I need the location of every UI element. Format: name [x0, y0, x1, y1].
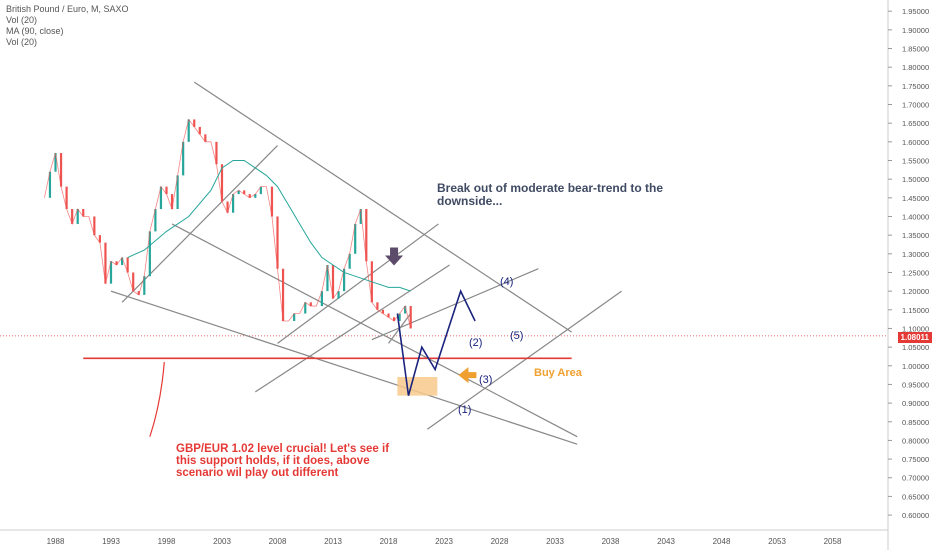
wave-projection [396, 288, 476, 396]
x-tick-label: 2018 [380, 537, 398, 546]
y-tick-label: 1.85000 [902, 45, 929, 54]
trend-line [427, 290, 622, 430]
trend-line [110, 290, 578, 445]
wave-label-5: (5) [510, 330, 524, 342]
wave-label-1: (1) [458, 404, 472, 416]
y-tick-label: 1.35000 [902, 231, 929, 240]
x-tick-label: 2028 [491, 537, 509, 546]
y-tick-label: 0.95000 [902, 380, 929, 389]
y-tick-label: 0.65000 [902, 492, 929, 501]
legend: British Pound / Euro, M, SAXO Vol (20) M… [6, 4, 129, 48]
y-tick-label: 1.75000 [902, 82, 929, 91]
x-tick-label: 2058 [824, 537, 842, 546]
trend-line [171, 223, 578, 438]
y-tick-label: 1.80000 [902, 63, 929, 72]
x-tick-label: 2023 [435, 537, 453, 546]
annotation-breakout: Break out of moderate bear-trend to the … [437, 181, 664, 208]
trend-line [193, 81, 572, 333]
y-tick-label: 1.40000 [902, 212, 929, 221]
wave-label-3: (3) [479, 374, 493, 386]
ma-line [127, 159, 411, 292]
x-tick-label: 2008 [269, 537, 287, 546]
y-tick-label: 0.90000 [902, 399, 929, 408]
x-tick-label: 2043 [657, 537, 675, 546]
wave-label-2: (2) [469, 337, 483, 349]
y-tick-label: 0.60000 [902, 511, 929, 520]
y-tick-label: 1.70000 [902, 101, 929, 110]
y-tick-label: 1.00000 [902, 362, 929, 371]
legend-line-4: Vol (20) [6, 37, 38, 47]
y-tick-label: 1.05000 [902, 343, 929, 352]
y-tick-label: 1.20000 [902, 287, 929, 296]
buy-arrow-icon [458, 367, 477, 384]
trend-line [254, 264, 450, 393]
price-line [44, 118, 412, 329]
last-price-badge: 1.08011 [897, 332, 932, 343]
y-tick-label: 1.50000 [902, 175, 929, 184]
x-tick-label: 2048 [713, 537, 731, 546]
wave-label-4: (4) [500, 276, 514, 288]
y-tick-label: 1.60000 [902, 138, 929, 147]
y-tick-label: 0.70000 [902, 474, 929, 483]
legend-line-3: MA (90, close) [6, 26, 64, 36]
x-tick-label: 2053 [768, 537, 786, 546]
y-tick-label: 0.80000 [902, 436, 929, 445]
projection-overlay [385, 247, 477, 396]
price-series [44, 118, 412, 329]
support-pointer [149, 361, 165, 437]
y-tick-label: 1.55000 [902, 156, 929, 165]
x-tick-label: 1988 [47, 537, 65, 546]
y-tick-label: 1.10000 [902, 324, 929, 333]
x-tick-label: 2003 [213, 537, 231, 546]
trend-line [121, 145, 278, 303]
annotation-support: GBP/EUR 1.02 level crucial! Let's see if… [176, 443, 390, 479]
y-tick-label: 1.90000 [902, 26, 929, 35]
trend-line [277, 223, 439, 344]
y-tick-label: 1.15000 [902, 306, 929, 315]
legend-line-2: Vol (20) [6, 15, 38, 25]
y-tick-label: 1.30000 [902, 250, 929, 259]
annotation-buy-area: Buy Area [534, 367, 582, 379]
y-axis: 0.60000 0.65000 0.70000 0.75000 0.80000 0.850… [887, 0, 929, 550]
y-tick-label: 1.65000 [902, 119, 929, 128]
x-tick-label: 2038 [602, 537, 620, 546]
x-tick-label: 2033 [546, 537, 564, 546]
buy-area-box [397, 376, 438, 396]
x-tick-label: 1998 [158, 537, 176, 546]
y-tick-label: 1.95000 [902, 7, 929, 16]
x-axis: 1988 1993 1998 2003 2008 2013 2018 2023 2028 2033… [0, 529, 888, 546]
x-tick-label: 1993 [102, 537, 120, 546]
trend-lines [83, 81, 622, 445]
y-tick-label: 0.85000 [902, 418, 929, 427]
y-tick-label: 1.25000 [902, 268, 929, 277]
x-tick-label: 2013 [324, 537, 342, 546]
y-tick-label: 0.75000 [902, 455, 929, 464]
down-arrow-icon [385, 247, 404, 266]
y-tick-label: 1.45000 [902, 194, 929, 203]
legend-title: British Pound / Euro, M, SAXO [6, 4, 129, 14]
